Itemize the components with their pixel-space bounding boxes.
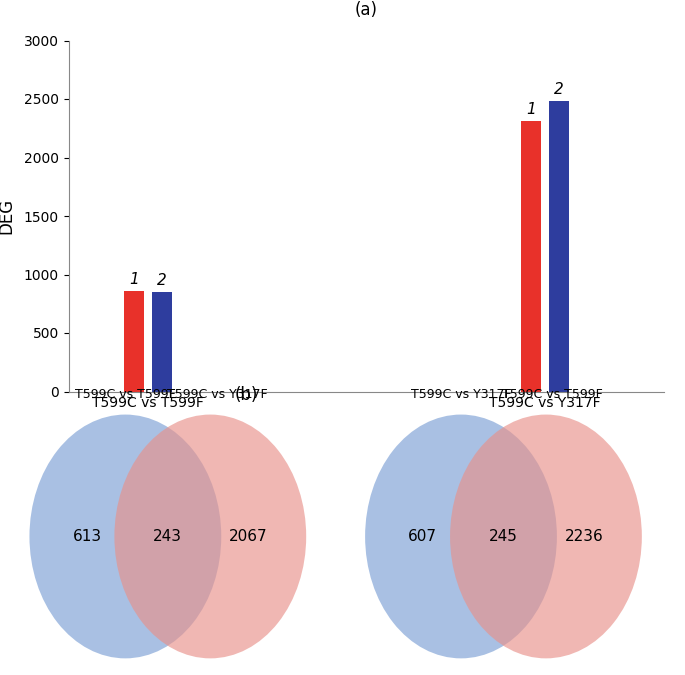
Text: T599C vs Y317F: T599C vs Y317F bbox=[411, 388, 511, 402]
Y-axis label: DEG: DEG bbox=[0, 198, 15, 234]
Text: T599C vs Y317F: T599C vs Y317F bbox=[167, 388, 267, 402]
Ellipse shape bbox=[114, 414, 306, 658]
Text: 243: 243 bbox=[153, 529, 182, 544]
Bar bbox=[549, 101, 569, 391]
Text: 2067: 2067 bbox=[229, 529, 268, 544]
Bar bbox=[152, 292, 172, 392]
Text: T599C vs T599F: T599C vs T599F bbox=[502, 388, 603, 402]
Text: 2: 2 bbox=[554, 82, 564, 97]
Text: 245: 245 bbox=[489, 529, 518, 544]
Text: 607: 607 bbox=[408, 529, 437, 544]
Text: 2236: 2236 bbox=[565, 529, 603, 544]
Text: (a): (a) bbox=[355, 1, 378, 20]
Text: (b): (b) bbox=[235, 386, 258, 404]
Bar bbox=[521, 122, 541, 392]
Text: 613: 613 bbox=[73, 529, 101, 544]
Text: 1: 1 bbox=[527, 102, 536, 117]
Ellipse shape bbox=[450, 414, 642, 658]
Text: T599C vs T599F: T599C vs T599F bbox=[75, 388, 176, 402]
Ellipse shape bbox=[29, 414, 221, 658]
Ellipse shape bbox=[365, 414, 557, 658]
Text: 1: 1 bbox=[129, 272, 139, 288]
Bar bbox=[124, 292, 144, 392]
Text: 2: 2 bbox=[157, 273, 166, 288]
